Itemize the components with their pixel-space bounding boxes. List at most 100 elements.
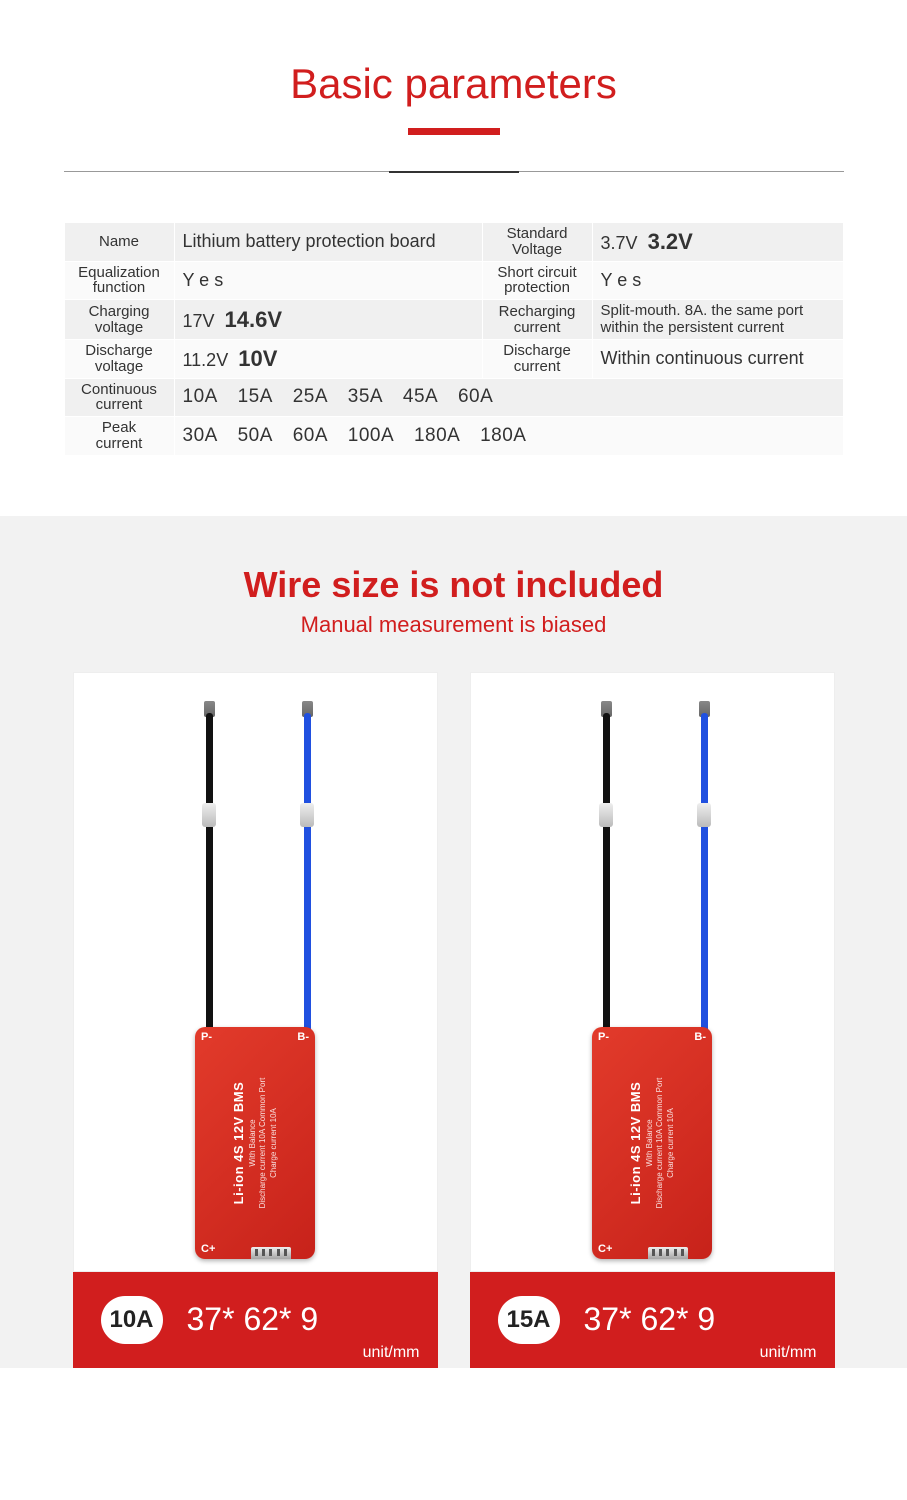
label-line: Discharge <box>85 342 153 359</box>
label-discharge-voltage: Discharge voltage <box>64 340 174 379</box>
text: Li-ion 4S 12V BMS <box>628 1043 645 1243</box>
value-std-voltage: 3.7V 3.2V <box>592 223 843 262</box>
spec-table: Name Lithium battery protection board St… <box>64 222 844 456</box>
label-line: current <box>514 319 561 336</box>
label-peak-current: Peak current <box>64 417 174 456</box>
section-title: Basic parameters <box>0 60 907 108</box>
wire-size-section: Wire size is not included Manual measure… <box>0 516 907 1368</box>
dimensions: 37* 62* 9 <box>584 1301 716 1338</box>
amp-value: 180A <box>414 425 460 447</box>
text: Li-ion 4S 12V BMS <box>231 1043 248 1243</box>
table-row: Peak current 30A 50A 60A 100A 180A 180A <box>64 417 843 456</box>
table-row: Discharge voltage 11.2V 10V Discharge cu… <box>64 340 843 379</box>
label-recharging-current: Recharging current <box>482 300 592 340</box>
text: 11.2V <box>183 350 229 370</box>
product-card: P- B- C+ Li-ion 4S 12V BMS With Balance … <box>73 672 438 1368</box>
label-short-circuit: Short circuit protection <box>482 261 592 300</box>
label-line: Charging <box>89 303 150 320</box>
connector-icon <box>648 1247 688 1259</box>
board-marker: P- <box>201 1031 212 1043</box>
value-discharge-current: Within continuous current <box>592 340 843 379</box>
table-row: Continuous current 10A 15A 25A 35A 45A 6… <box>64 378 843 417</box>
label-std-voltage: Standard Voltage <box>482 223 592 262</box>
label-line: protection <box>504 279 570 296</box>
amp-badge: 10A <box>101 1296 163 1344</box>
amp-value: 60A <box>458 386 493 408</box>
amp-value: 35A <box>348 386 383 408</box>
amp-value: 10A <box>183 386 218 408</box>
label-equalization: Equalization function <box>64 261 174 300</box>
value-peak-current: 30A 50A 60A 100A 180A 180A <box>174 417 843 456</box>
text-bold: 3.2V <box>648 229 693 254</box>
text: With Balance <box>645 1043 655 1243</box>
text: Charge current 10A <box>269 1043 279 1243</box>
label-discharge-current: Discharge current <box>482 340 592 379</box>
label-line: Recharging <box>499 303 576 320</box>
text: 17V <box>183 311 215 331</box>
value-name: Lithium battery protection board <box>174 223 482 262</box>
label-name: Name <box>64 223 174 262</box>
wire-band-icon <box>697 803 711 827</box>
board-marker: B- <box>297 1031 309 1043</box>
product-image: P- B- C+ Li-ion 4S 12V BMS With Balance … <box>470 672 835 1272</box>
text-bold: 10V <box>238 346 277 371</box>
label-line: current <box>96 435 143 452</box>
text: 3.7V <box>601 233 638 253</box>
board-marker: C+ <box>598 1243 612 1255</box>
text: Discharge current 10A Common Port <box>258 1043 268 1243</box>
label-charging-voltage: Charging voltage <box>64 300 174 340</box>
board-label: Li-ion 4S 12V BMS With Balance Discharge… <box>231 1043 279 1243</box>
amp-value: 180A <box>480 425 526 447</box>
table-row: Name Lithium battery protection board St… <box>64 223 843 262</box>
label-line: Discharge <box>503 342 571 359</box>
amp-value: 25A <box>293 386 328 408</box>
text: Discharge current 10A Common Port <box>655 1043 665 1243</box>
product-card-footer: 10A 37* 62* 9 unit/mm <box>73 1272 438 1368</box>
product-image: P- B- C+ Li-ion 4S 12V BMS With Balance … <box>73 672 438 1272</box>
wire-section-title: Wire size is not included <box>0 564 907 606</box>
value-charging-voltage: 17V 14.6V <box>174 300 482 340</box>
amp-value: 30A <box>183 425 218 447</box>
product-card-footer: 15A 37* 62* 9 unit/mm <box>470 1272 835 1368</box>
bms-board-icon: P- B- C+ Li-ion 4S 12V BMS With Balance … <box>195 1027 315 1259</box>
bms-board-icon: P- B- C+ Li-ion 4S 12V BMS With Balance … <box>592 1027 712 1259</box>
label-line: Continuous <box>81 381 157 398</box>
label-line: current <box>514 358 561 375</box>
amp-badge: 15A <box>498 1296 560 1344</box>
board-marker: P- <box>598 1031 609 1043</box>
text: Split-mouth. 8A. the same port <box>601 302 804 319</box>
text: within the persistent current <box>601 319 784 336</box>
label-line: voltage <box>95 319 143 336</box>
label-continuous-current: Continuous current <box>64 378 174 417</box>
wire-section-subtitle: Manual measurement is biased <box>0 612 907 638</box>
label-line: Equalization <box>78 264 160 281</box>
board-marker: C+ <box>201 1243 215 1255</box>
amp-value: 50A <box>238 425 273 447</box>
amp-value: 15A <box>238 386 273 408</box>
value-continuous-current: 10A 15A 25A 35A 45A 60A <box>174 378 843 417</box>
wire-band-icon <box>300 803 314 827</box>
board-label: Li-ion 4S 12V BMS With Balance Discharge… <box>628 1043 676 1243</box>
table-row: Equalization function Y e s Short circui… <box>64 261 843 300</box>
value-short-circuit: Y e s <box>592 261 843 300</box>
wire-band-icon <box>599 803 613 827</box>
product-cards: P- B- C+ Li-ion 4S 12V BMS With Balance … <box>0 672 907 1368</box>
title-underline <box>408 128 500 135</box>
text: With Balance <box>248 1043 258 1243</box>
unit-label: unit/mm <box>363 1344 420 1362</box>
label-line: voltage <box>95 358 143 375</box>
horizontal-rule <box>64 171 844 172</box>
wire-band-icon <box>202 803 216 827</box>
label-line: Voltage <box>512 241 562 258</box>
label-line: Peak <box>102 419 136 436</box>
label-line: Standard <box>507 225 568 242</box>
table-row: Charging voltage 17V 14.6V Recharging cu… <box>64 300 843 340</box>
text: Charge current 10A <box>666 1043 676 1243</box>
board-marker: B- <box>694 1031 706 1043</box>
label-line: Short circuit <box>497 264 576 281</box>
amp-value: 100A <box>348 425 394 447</box>
parameters-section: Basic parameters Name Lithium battery pr… <box>0 0 907 516</box>
value-discharge-voltage: 11.2V 10V <box>174 340 482 379</box>
amp-value: 60A <box>293 425 328 447</box>
connector-icon <box>251 1247 291 1259</box>
